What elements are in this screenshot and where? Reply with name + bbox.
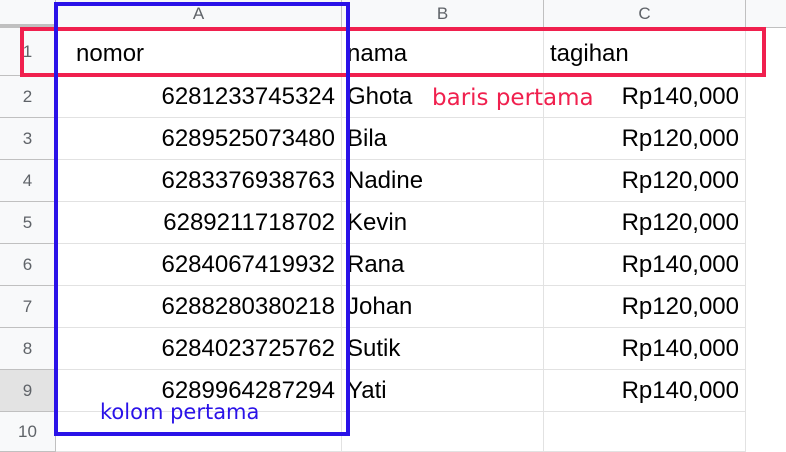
cell-tagihan[interactable]: Rp120,000 xyxy=(544,202,746,244)
column-header-c[interactable]: C xyxy=(544,0,746,28)
cell-tagihan[interactable]: Rp120,000 xyxy=(544,118,746,160)
cell-tagihan[interactable]: Rp140,000 xyxy=(544,244,746,286)
cell-nomor[interactable]: 6283376938763 xyxy=(56,160,342,202)
column-header-a[interactable]: A xyxy=(56,0,342,28)
row-header-5[interactable]: 5 xyxy=(0,202,56,244)
cell-b10[interactable] xyxy=(342,412,544,452)
cell-c1-header-tagihan[interactable]: tagihan xyxy=(544,28,746,76)
cell-nomor[interactable]: 6289525073480 xyxy=(56,118,342,160)
cell-tagihan[interactable]: Rp120,000 xyxy=(544,286,746,328)
cell-nomor[interactable]: 6284023725762 xyxy=(56,328,342,370)
row-header-9[interactable]: 9 xyxy=(0,370,56,412)
cell-nomor[interactable]: 6281233745324 xyxy=(56,76,342,118)
cell-nama[interactable]: Rana xyxy=(342,244,544,286)
row-header-7[interactable]: 7 xyxy=(0,286,56,328)
row-header-4[interactable]: 4 xyxy=(0,160,56,202)
first-column-annotation-label: kolom pertama xyxy=(100,400,260,424)
cell-nama[interactable]: Yati xyxy=(342,370,544,412)
cell-tagihan[interactable]: Rp120,000 xyxy=(544,160,746,202)
column-header-d[interactable] xyxy=(746,0,786,28)
row-header-10[interactable]: 10 xyxy=(0,412,56,452)
cell-nomor[interactable]: 6288280380218 xyxy=(56,286,342,328)
cell-nomor[interactable]: 6289211718702 xyxy=(56,202,342,244)
row-header-6[interactable]: 6 xyxy=(0,244,56,286)
row-header-8[interactable]: 8 xyxy=(0,328,56,370)
cell-tagihan[interactable]: Rp140,000 xyxy=(544,76,746,118)
cell-nama[interactable]: Ghota xyxy=(342,76,544,118)
cell-nomor[interactable]: 6289964287294 xyxy=(56,370,342,412)
cell-tagihan[interactable]: Rp140,000 xyxy=(544,328,746,370)
cell-nama[interactable]: Sutik xyxy=(342,328,544,370)
cell-b1-header-nama[interactable]: nama xyxy=(342,28,544,76)
row-header-1[interactable]: 1 xyxy=(0,28,56,76)
cell-nomor[interactable]: 6284067419932 xyxy=(56,244,342,286)
row-header-2[interactable]: 2 xyxy=(0,76,56,118)
cell-nama[interactable]: Johan xyxy=(342,286,544,328)
column-header-b[interactable]: B xyxy=(342,0,544,28)
row-header-3[interactable]: 3 xyxy=(0,118,56,160)
cell-nama[interactable]: Nadine xyxy=(342,160,544,202)
cell-tagihan[interactable]: Rp140,000 xyxy=(544,370,746,412)
cell-nama[interactable]: Bila xyxy=(342,118,544,160)
cell-a1-pad xyxy=(56,28,70,76)
cell-nama[interactable]: Kevin xyxy=(342,202,544,244)
cell-a1-header-nomor[interactable]: nomor xyxy=(70,28,342,76)
first-row-annotation-label: baris pertama xyxy=(432,85,594,111)
cell-c10[interactable] xyxy=(544,412,746,452)
